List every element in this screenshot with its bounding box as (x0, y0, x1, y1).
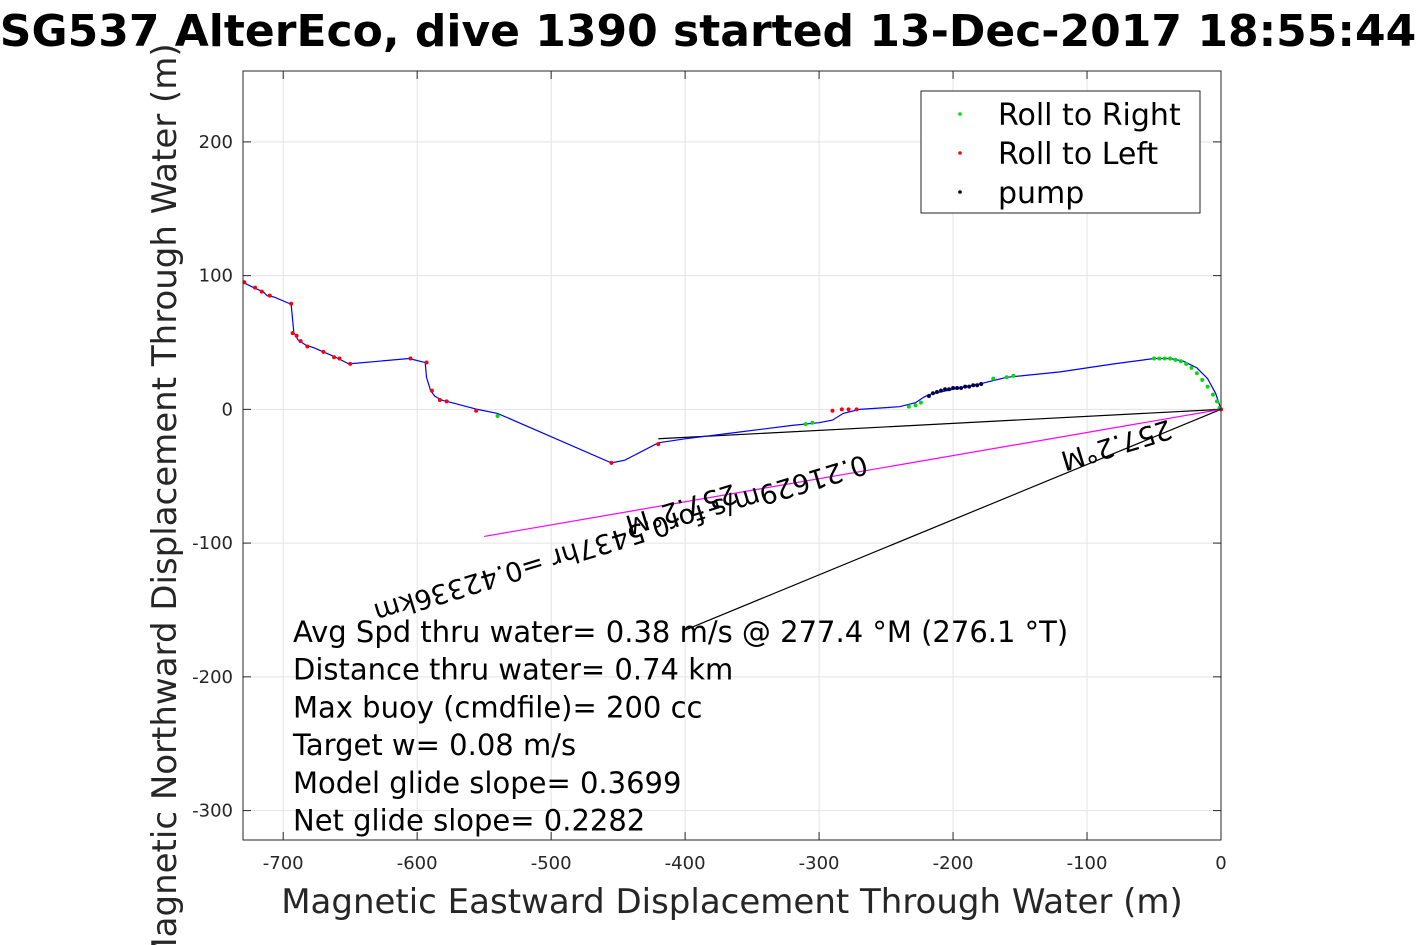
roll-right-point (1214, 399, 1219, 404)
roll-right-point (1178, 359, 1183, 364)
pump-point (959, 385, 964, 390)
x-tick-label: -500 (531, 853, 572, 874)
stat-line: Target w= 0.08 m/s (292, 728, 576, 762)
pump-point (979, 381, 984, 386)
roll-left-point (305, 344, 310, 349)
legend-marker (958, 112, 962, 116)
pump-point (943, 387, 948, 392)
y-tick-label: -100 (192, 533, 233, 554)
heading-line (684, 408, 1222, 631)
roll-left-point (408, 356, 413, 361)
roll-right-point (1200, 377, 1205, 382)
heading-line (484, 408, 1222, 538)
roll-left-point (839, 407, 844, 412)
roll-right-point (913, 403, 918, 408)
roll-left-point (259, 289, 264, 294)
pump-point (963, 384, 968, 389)
roll-right-point (1004, 375, 1009, 380)
x-tick-label: -600 (397, 853, 438, 874)
pump-point (967, 384, 972, 389)
roll-right-point (1189, 365, 1194, 370)
roll-right-point (1152, 356, 1157, 361)
plot-frame (242, 70, 1222, 841)
roll-right-point (1011, 373, 1016, 378)
legend-box (920, 90, 1201, 214)
heading-line (658, 408, 1222, 440)
pump-point (975, 383, 980, 388)
roll-left-point (289, 301, 294, 306)
roll-right-point (1157, 356, 1162, 361)
pump-point (971, 383, 976, 388)
roll-left-point (437, 397, 442, 402)
legend-label: Roll to Left (998, 137, 1158, 172)
legend: Roll to Right Roll to Left pump (920, 90, 1201, 214)
roll-left-point (294, 333, 299, 338)
y-axis-label: Magnetic Northward Displacement Through … (145, 43, 185, 945)
roll-left-point (656, 442, 661, 447)
x-tick-label: -200 (933, 853, 974, 874)
legend-marker (958, 190, 962, 194)
x-axis-label: Magnetic Eastward Displacement Through W… (281, 882, 1183, 922)
x-tick-label: -300 (799, 853, 840, 874)
roll-left-point (444, 399, 449, 404)
roll-left-point (854, 407, 859, 412)
ticks: -700 -600 -500 -400 -300 -200 -100 0 -300 -200 -10… (192, 71, 1227, 874)
roll-left-point (846, 407, 851, 412)
stat-line: Avg Spd thru water= 0.38 m/s @ 277.4 °M … (293, 615, 1068, 649)
data-layer (242, 280, 1223, 631)
stat-line: Net glide slope= 0.2282 (293, 804, 645, 838)
legend-label: Roll to Right (998, 98, 1181, 133)
roll-right-point (918, 400, 923, 405)
roll-right-point (991, 376, 996, 381)
roll-right-point (1184, 361, 1189, 366)
roll-left-point (348, 361, 353, 366)
roll-left-point (290, 331, 295, 336)
legend-marker (958, 151, 962, 155)
roll-left-point (321, 349, 326, 354)
pump-point (930, 391, 935, 396)
stat-line: Distance thru water= 0.74 km (293, 653, 733, 687)
roll-left-point (424, 360, 429, 365)
pump-point (926, 393, 931, 398)
x-tick-label: -700 (263, 853, 304, 874)
y-tick-label: -200 (192, 667, 233, 688)
legend-label: pump (998, 176, 1084, 211)
roll-right-point (906, 404, 911, 409)
roll-left-point (298, 339, 303, 344)
roll-right-point (495, 414, 500, 419)
roll-left-point (253, 285, 258, 290)
y-tick-label: 0 (222, 399, 233, 420)
pump-point (934, 389, 939, 394)
pump-point (951, 385, 956, 390)
y-tick-label: -300 (192, 801, 233, 822)
roll-right-point (803, 422, 808, 427)
pump-point (947, 387, 952, 392)
x-tick-label: -400 (665, 853, 706, 874)
stats-annotations: Avg Spd thru water= 0.38 m/s @ 277.4 °M … (292, 615, 1068, 838)
roll-right-point (1194, 371, 1199, 376)
roll-right-point (810, 420, 815, 425)
roll-right-point (1173, 357, 1178, 362)
roll-left-point (267, 293, 272, 298)
roll-left-point (337, 356, 342, 361)
stat-line: Max buoy (cmdfile)= 200 cc (293, 690, 702, 724)
roll-left-point (474, 408, 479, 413)
roll-right-point (1210, 392, 1215, 397)
y-tick-label: 100 (199, 266, 233, 287)
x-tick-label: 0 (1215, 853, 1226, 874)
roll-right-point (1168, 356, 1173, 361)
roll-right-point (1205, 384, 1210, 389)
pump-point (938, 388, 943, 393)
roll-right-point (1162, 356, 1167, 361)
stat-line: Model glide slope= 0.3699 (293, 766, 681, 800)
pump-point (955, 385, 960, 390)
x-tick-label: -100 (1067, 853, 1108, 874)
roll-left-point (332, 355, 337, 360)
chart-title: SG537 AlterEco, dive 1390 started 13-Dec… (0, 6, 1416, 57)
y-tick-label: 200 (199, 132, 233, 153)
roll-left-point (609, 460, 614, 465)
roll-left-point (830, 408, 835, 413)
roll-left-point (429, 388, 434, 393)
